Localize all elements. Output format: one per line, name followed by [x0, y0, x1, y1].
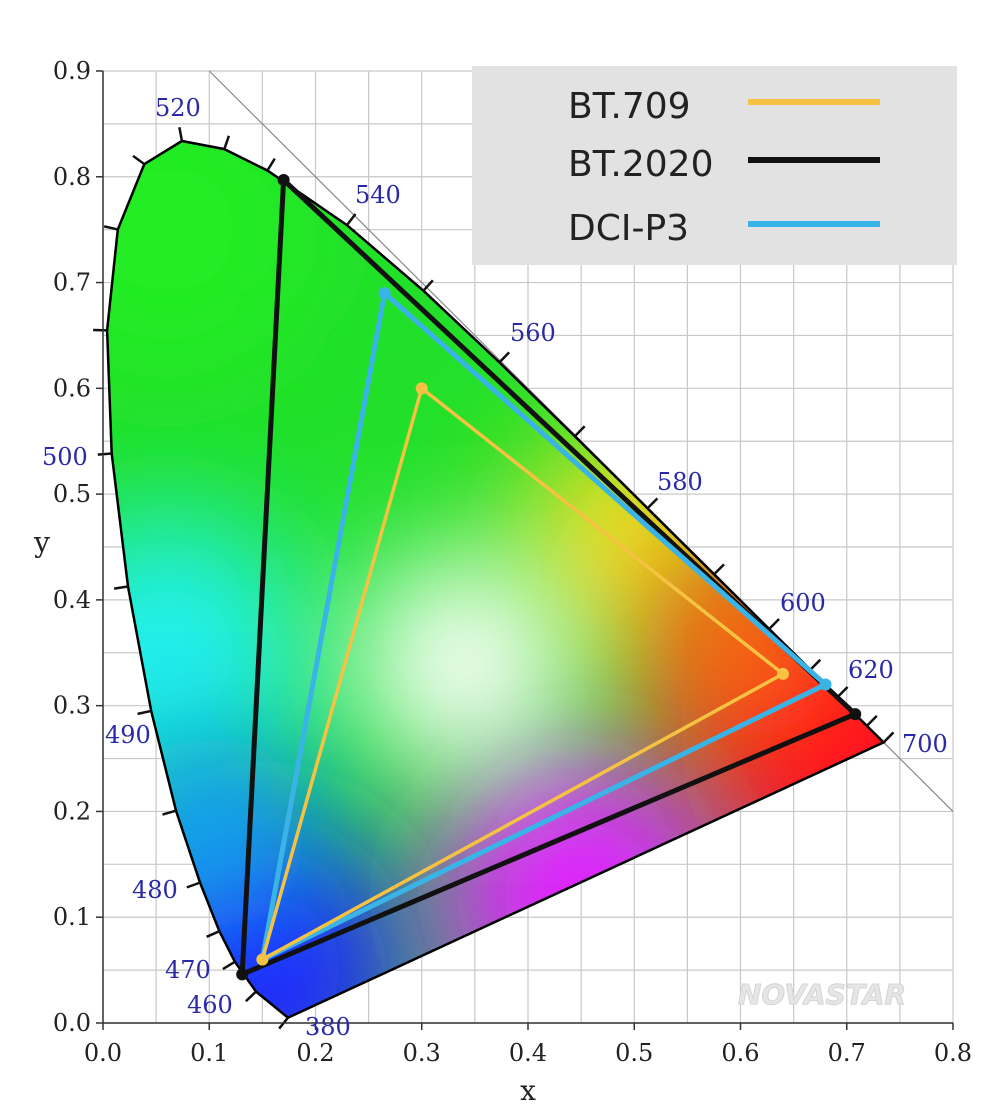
- y-axis-label: y: [33, 526, 50, 559]
- wavelength-label-460: 460: [187, 991, 233, 1019]
- gamut-bt709-primary: [256, 953, 269, 966]
- y-tick-label: 0.5: [53, 480, 91, 508]
- wavelength-tick: [768, 618, 780, 630]
- wavelength-tick: [266, 157, 276, 172]
- gamut-dcip3-primary: [819, 678, 832, 691]
- wavelength-tick: [186, 881, 201, 889]
- wavelength-tick: [178, 127, 184, 142]
- wavelength-tick: [103, 225, 119, 231]
- y-tick-label: 0.9: [53, 57, 91, 85]
- y-tick-label: 0.4: [53, 586, 91, 614]
- wavelength-tick: [345, 213, 357, 226]
- x-tick-label: 0.8: [934, 1039, 972, 1067]
- wavelength-label-700: 700: [902, 730, 948, 758]
- fill-color-blob: [107, 512, 307, 793]
- wavelength-tick: [713, 563, 725, 576]
- gamut-bt709-primary: [415, 382, 428, 395]
- wavelength-label-580: 580: [657, 468, 703, 496]
- wavelength-label-620: 620: [848, 656, 894, 684]
- wavelength-tick: [162, 809, 177, 816]
- x-tick-label: 0.1: [190, 1039, 228, 1067]
- gamut-bt2020-primary: [277, 173, 290, 186]
- wavelength-tick: [223, 135, 231, 150]
- watermark: NOVASTAR: [738, 978, 906, 1011]
- y-tick-label: 0.8: [53, 163, 91, 191]
- y-tick-label: 0.6: [53, 374, 91, 402]
- y-tick-label: 0.3: [53, 692, 91, 720]
- x-tick-label: 0.6: [721, 1039, 759, 1067]
- legend: BT.709 BT.2020 DCI-P3: [472, 66, 957, 265]
- x-tick-label: 0.3: [403, 1039, 441, 1067]
- wavelength-label-520: 520: [155, 94, 201, 122]
- wavelength-label-480: 480: [132, 876, 178, 904]
- wavelength-tick: [866, 715, 878, 727]
- gamut-bt709-primary: [777, 667, 789, 680]
- wavelength-tick: [222, 960, 236, 971]
- wavelength-tick: [498, 351, 511, 364]
- legend-label-bt709: BT.709: [568, 86, 691, 127]
- wavelength-tick: [646, 497, 659, 510]
- x-tick-label: 0.5: [615, 1039, 653, 1067]
- wavelength-label-560: 560: [510, 319, 556, 347]
- wavelength-ticks: [93, 127, 895, 1030]
- x-tick-label: 0.7: [828, 1039, 866, 1067]
- x-tick-label: 0.4: [509, 1039, 547, 1067]
- y-tick-label: 0.1: [53, 903, 91, 931]
- x-tick-label: 0.0: [84, 1039, 122, 1067]
- gamut-bt2020: [239, 177, 858, 977]
- legend-label-dcip3: DCI-P3: [568, 208, 689, 249]
- wavelength-tick: [137, 709, 152, 716]
- wavelength-tick: [882, 731, 895, 744]
- gamut-triangles: [236, 173, 862, 981]
- gamut-bt2020-primary: [849, 708, 862, 721]
- wavelength-label-490: 490: [105, 721, 151, 749]
- legend-box: [472, 66, 957, 265]
- wavelength-tick: [422, 279, 434, 292]
- axes: 0.0 0.1 0.2 0.3 0.4 0.5 0.6 0.7 0.8 0.0 0.1 0.2 0.3 0…: [53, 57, 972, 1067]
- wavelength-label-470: 470: [165, 956, 211, 984]
- fill-color-blob: [354, 553, 575, 774]
- gamut-bt709: [260, 386, 785, 962]
- wavelength-label-500: 500: [42, 443, 88, 471]
- wavelength-tick: [244, 990, 257, 1003]
- y-tick-label: 0.2: [53, 797, 91, 825]
- wavelength-tick: [206, 930, 220, 938]
- wavelength-tick: [573, 425, 586, 438]
- wavelength-label-380: 380: [305, 1013, 351, 1041]
- gamut-dcip3-primary: [378, 287, 391, 300]
- x-tick-label: 0.2: [296, 1039, 334, 1067]
- wavelength-labels: 380 460 470 480 490 500 520 540 560 580 600 620 700: [42, 94, 948, 1041]
- wavelength-tick: [97, 452, 112, 456]
- gamut-bt2020-primary: [236, 968, 249, 981]
- wavelength-tick: [836, 686, 849, 698]
- y-tick-label: 0.7: [53, 269, 91, 297]
- y-tick-label: 0.0: [53, 1009, 91, 1037]
- wavelength-tick: [809, 658, 822, 671]
- x-axis-label: x: [520, 1074, 536, 1107]
- fill-color-blob: [107, 141, 307, 370]
- legend-label-bt2020: BT.2020: [568, 144, 713, 185]
- wavelength-tick: [132, 154, 146, 166]
- wavelength-label-540: 540: [355, 181, 401, 209]
- gamut-dcip3: [259, 290, 828, 962]
- wavelength-tick: [113, 585, 129, 590]
- wavelength-label-600: 600: [780, 589, 826, 617]
